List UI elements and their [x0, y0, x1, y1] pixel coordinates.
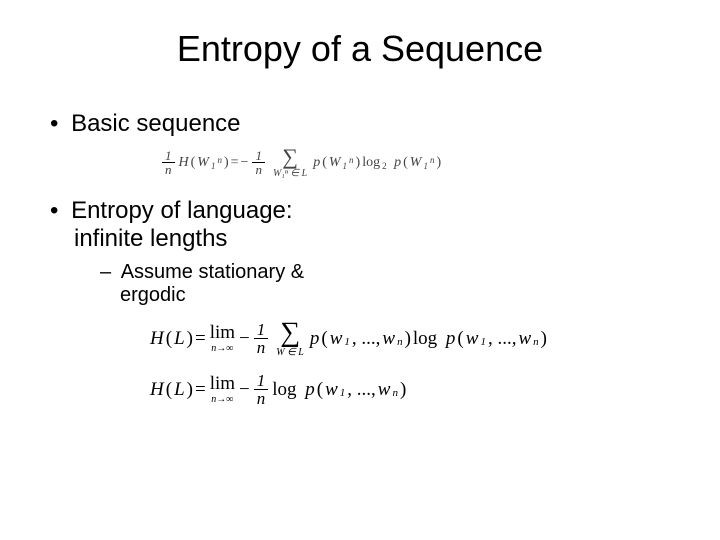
- formula-basic-sequence: 1 n H(W1n) = − 1 n ∑ W₁ⁿ ∈ L p(W1n) log2…: [160, 146, 680, 179]
- H-symbol: H: [179, 155, 189, 171]
- subbullet-assume: Assume stationary & ergodic: [100, 261, 680, 307]
- bullet-basic-sequence: Basic sequence: [50, 110, 680, 138]
- sum-symbol: ∑ W₁ⁿ ∈ L: [273, 146, 307, 179]
- bullet-entropy-language: Entropy of language: infinite lengths: [50, 197, 680, 253]
- lim-symbol: lim n→∞: [210, 323, 235, 354]
- frac-1-over-n-rhs: 1 n: [252, 149, 265, 176]
- slide-title: Entropy of a Sequence: [40, 28, 680, 70]
- formula-entropy-language: H(L) = lim n→∞ − 1 n ∑ W ∈ L p(w1, ..., …: [150, 319, 680, 407]
- frac-1-over-n: 1 n: [162, 149, 175, 176]
